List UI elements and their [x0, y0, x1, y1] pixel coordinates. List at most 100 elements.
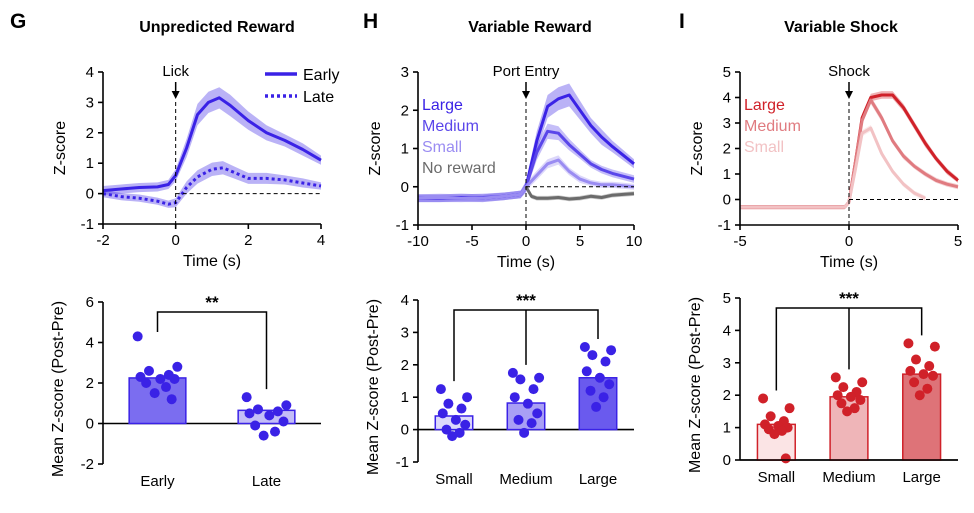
x-tick-label: 0: [171, 232, 179, 249]
y-tick-label: 1: [401, 141, 409, 158]
y-tick-label: -1: [718, 217, 731, 234]
data-point: [519, 427, 530, 438]
data-point: [435, 384, 446, 395]
data-point: [443, 398, 454, 409]
bar-medium: [829, 396, 869, 461]
data-point: [842, 406, 853, 417]
sem-band-large: [418, 83, 634, 203]
x-tick-label: 0: [845, 233, 853, 250]
x-tick-label: 0: [522, 233, 530, 250]
data-point: [166, 394, 177, 405]
data-point: [780, 453, 791, 464]
panel-h2: *** -1 0 1 2 3 4 Small Medium Large Mean Z-score (…: [365, 291, 634, 488]
data-point: [928, 370, 939, 381]
y-tick-label: 1: [86, 155, 94, 172]
data-point: [132, 331, 143, 342]
y-axis-label: Mean Z-score (Post-Pre): [687, 297, 704, 473]
y-tick-label: 4: [86, 335, 94, 352]
data-point: [845, 391, 856, 402]
y-tick-label: -1: [396, 454, 409, 471]
data-point: [172, 361, 183, 372]
legend-label: No reward: [422, 160, 496, 177]
y-tick-label: 0: [86, 186, 94, 203]
data-point: [836, 398, 847, 409]
data-point: [250, 420, 261, 431]
data-point: [522, 398, 533, 409]
axes: [735, 71, 959, 230]
series-line-small: [740, 126, 926, 209]
x-tick-label: -5: [733, 233, 746, 250]
data-point: [924, 361, 935, 372]
data-point: [454, 427, 465, 438]
data-point: [594, 372, 605, 383]
data-point: [169, 373, 180, 384]
data-point: [918, 369, 929, 380]
y-tick-label: 3: [401, 64, 409, 81]
data-point: [591, 401, 602, 412]
data-point: [909, 377, 920, 388]
y-tick-label: 4: [401, 292, 409, 309]
data-point: [462, 392, 473, 403]
y-tick-label: 6: [86, 294, 94, 311]
data-point: [143, 365, 154, 376]
data-point: [515, 374, 526, 385]
data-point: [278, 416, 289, 427]
y-tick-label: 2: [86, 375, 94, 392]
event-label: Port Entry: [493, 63, 560, 80]
data-point: [447, 431, 458, 442]
y-tick-label: 3: [723, 115, 731, 132]
data-point: [526, 418, 537, 429]
x-tick-label: 5: [954, 233, 962, 250]
series-line-late: [102, 166, 322, 206]
axes: [413, 299, 419, 463]
y-tick-label: 4: [86, 64, 94, 81]
data-point: [270, 426, 281, 437]
x-axis-label: Time (s): [820, 254, 878, 271]
y-axis-label: Mean Z-score (Post-Pre): [365, 299, 382, 475]
data-point: [857, 377, 868, 388]
x-tick-label: -5: [465, 233, 478, 250]
x-axis-label: Time (s): [183, 253, 241, 270]
significance-label: ***: [516, 291, 536, 310]
y-tick-label: 3: [401, 324, 409, 341]
y-tick-label: 0: [86, 416, 94, 433]
data-point: [252, 404, 263, 415]
legend-label: Late: [303, 89, 334, 106]
legend-label: Medium: [422, 118, 479, 135]
data-point: [450, 414, 461, 425]
x-tick-label: Medium: [822, 469, 875, 486]
data-point: [437, 408, 448, 419]
data-point: [149, 388, 160, 399]
y-tick-label: 0: [723, 452, 731, 469]
data-point: [905, 365, 916, 376]
data-point: [758, 393, 769, 404]
legend-label: Large: [744, 97, 785, 114]
significance-label: ***: [839, 289, 859, 308]
panel-g: G Unpredicted Reward Lick -2 0 2 4 -1 0 1 2 3 4 Time …: [10, 10, 339, 270]
x-tick-label: 2: [244, 232, 252, 249]
panel-i: I Variable Shock Shock -5 0 5 -1 0 1 2 3 4 5 Time (s)…: [679, 10, 962, 271]
y-tick-label: 0: [401, 179, 409, 196]
data-point: [244, 408, 255, 419]
data-point: [600, 356, 611, 367]
data-point: [777, 425, 788, 436]
series-line-small: [417, 158, 635, 200]
y-tick-label: 2: [401, 357, 409, 374]
y-tick-label: 5: [723, 64, 731, 81]
legend-label: Small: [422, 139, 462, 156]
sem-band-early: [103, 87, 321, 196]
x-tick-label: Small: [758, 469, 796, 486]
data-point: [513, 414, 524, 425]
x-tick-label: 4: [317, 232, 325, 249]
data-point: [587, 350, 598, 361]
sem-band-small: [740, 125, 926, 210]
y-tick-label: 0: [401, 422, 409, 439]
data-point: [532, 408, 543, 419]
panel-title: Variable Reward: [468, 19, 592, 36]
y-tick-label: 2: [723, 387, 731, 404]
data-point: [855, 395, 866, 406]
axes: [98, 301, 104, 465]
data-point: [272, 406, 283, 417]
y-tick-label: 2: [401, 102, 409, 119]
